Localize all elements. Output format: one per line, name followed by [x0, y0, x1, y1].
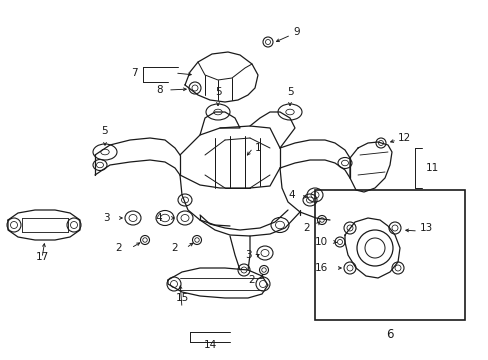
Text: 5: 5 [102, 126, 108, 136]
Text: 3: 3 [103, 213, 110, 223]
Text: 1: 1 [254, 143, 261, 153]
Text: 4: 4 [288, 190, 294, 200]
Text: 8: 8 [156, 85, 163, 95]
Text: 17: 17 [35, 252, 48, 262]
Text: 5: 5 [214, 87, 221, 97]
Text: 14: 14 [203, 340, 216, 350]
Text: 2: 2 [115, 243, 122, 253]
Text: 7: 7 [131, 68, 138, 78]
Text: 3: 3 [245, 250, 251, 260]
Text: 13: 13 [419, 223, 432, 233]
Text: 2: 2 [171, 243, 178, 253]
Text: 4: 4 [155, 213, 162, 223]
Text: 16: 16 [314, 263, 327, 273]
Text: 9: 9 [292, 27, 299, 37]
Text: 12: 12 [397, 133, 410, 143]
Text: 6: 6 [386, 328, 393, 341]
Text: 2: 2 [303, 223, 309, 233]
Text: 2: 2 [248, 275, 254, 285]
Text: 10: 10 [314, 237, 327, 247]
Text: 5: 5 [286, 87, 293, 97]
Bar [314, 190, 464, 320]
Text: 15: 15 [175, 293, 188, 303]
Text: 11: 11 [425, 163, 438, 173]
